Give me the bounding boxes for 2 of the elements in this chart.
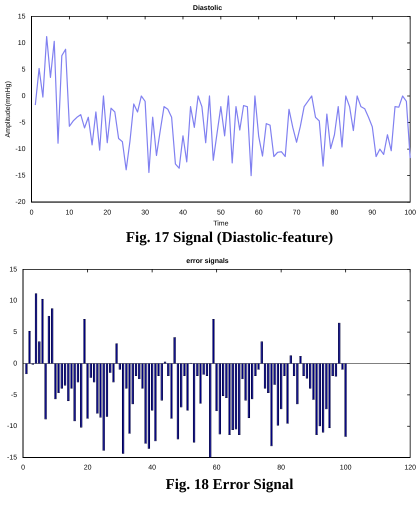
- caption: Fig. 18 Error Signal: [164, 477, 294, 494]
- caption: Fig. 17 Signal (Diastolic-feature): [124, 230, 334, 247]
